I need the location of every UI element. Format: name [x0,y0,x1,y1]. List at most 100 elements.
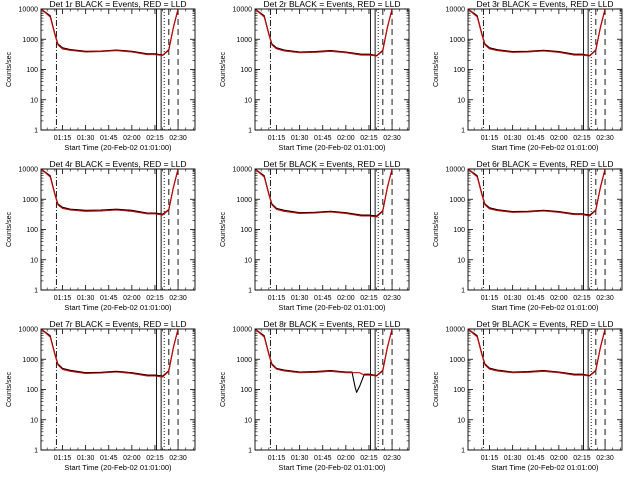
x-tick-label: 02:00 [123,455,141,462]
x-tick-label: 02:15 [573,135,591,142]
series-line-lld [468,329,609,377]
y-tick-label: 1 [248,288,252,295]
y-tick-label: 1 [34,448,38,455]
x-axis-label: Start Time (20-Feb-02 01:01:00) [278,303,386,312]
panel-9: Det 9r BLACK = Events, RED = LLD Counts/s… [433,319,623,472]
plot-area [255,329,396,450]
x-axis-label: Start Time (20-Feb-02 01:01:00) [64,143,172,152]
y-tick-label: 100 [240,387,252,394]
y-tick-label: 10000 [19,327,39,334]
x-tick-label: 01:45 [100,455,118,462]
x-tick-label: 01:45 [527,455,545,462]
x-tick-label: 01:45 [314,135,332,142]
x-axis-label: Start Time (20-Feb-02 01:01:00) [491,303,599,312]
plot-frame [254,8,410,131]
x-tick-label: 01:45 [100,135,118,142]
y-axis-label: Counts/sec [220,51,227,87]
x-tick-label: 01:15 [481,455,499,462]
x-axis-label: Start Time (20-Feb-02 01:01:00) [64,303,172,312]
x-tick-label: 01:30 [77,135,95,142]
y-tick-label: 10 [30,257,38,264]
x-tick-label: 02:15 [146,295,164,302]
plot-frame [40,8,196,131]
x-tick-label: 02:00 [337,295,355,302]
x-tick-label: 01:45 [314,295,332,302]
x-tick-label: 01:30 [77,455,95,462]
y-tick-label: 10 [457,97,465,104]
y-tick-label: 100 [26,227,38,234]
y-tick-label: 100 [453,387,465,394]
y-tick-label: 10000 [446,167,466,174]
y-tick-label: 1 [248,448,252,455]
y-tick-label: 1000 [449,37,465,44]
plot-frame [467,328,623,451]
x-tick-label: 01:15 [54,295,72,302]
x-axis-label: Start Time (20-Feb-02 01:01:00) [491,143,599,152]
x-tick-label: 01:45 [100,295,118,302]
plot-area [468,329,609,450]
x-tick-label: 02:00 [123,135,141,142]
y-axis-label: Counts/sec [6,371,13,407]
plot-area [255,169,396,290]
x-tick-label: 01:30 [504,295,522,302]
y-tick-label: 1000 [22,37,38,44]
plot-area [468,169,609,290]
x-tick-label: 01:30 [504,135,522,142]
y-tick-label: 10000 [446,7,466,14]
x-tick-label: 01:45 [527,135,545,142]
y-axis-label: Counts/sec [433,211,440,247]
y-tick-label: 1000 [236,197,252,204]
y-tick-label: 10 [244,417,252,424]
x-tick-label: 01:15 [268,135,286,142]
x-tick-label: 02:15 [360,295,378,302]
panel-title: Det 8r BLACK = Events, RED = LLD [263,319,400,329]
x-tick-label: 01:30 [291,295,309,302]
panel-title: Det 7r BLACK = Events, RED = LLD [49,319,186,329]
x-tick-label: 01:15 [268,295,286,302]
y-tick-label: 1000 [22,357,38,364]
x-tick-label: 01:15 [481,295,499,302]
panel-1: Det 1r BLACK = Events, RED = LLD Counts/s… [6,0,196,152]
y-axis-label: Counts/sec [433,371,440,407]
panel-title: Det 2r BLACK = Events, RED = LLD [263,0,400,9]
y-tick-label: 1 [248,128,252,135]
y-tick-label: 10 [457,257,465,264]
x-tick-label: 01:30 [291,455,309,462]
panel-4: Det 4r BLACK = Events, RED = LLD Counts/s… [6,159,196,312]
y-tick-label: 1 [34,128,38,135]
panel-title: Det 6r BLACK = Events, RED = LLD [476,159,613,169]
plot-area [468,9,609,130]
x-axis-label: Start Time (20-Feb-02 01:01:00) [64,463,172,472]
y-axis-label: Counts/sec [6,211,13,247]
series-line-lld [41,329,182,378]
x-axis-label: Start Time (20-Feb-02 01:01:00) [278,463,386,472]
x-tick-label: 02:00 [337,135,355,142]
plot-area [41,9,182,130]
panel-title: Det 4r BLACK = Events, RED = LLD [49,159,186,169]
panel-8: Det 8r BLACK = Events, RED = LLD Counts/s… [220,319,410,472]
y-tick-label: 10000 [233,167,253,174]
y-tick-label: 100 [453,227,465,234]
panel-title: Det 9r BLACK = Events, RED = LLD [476,319,613,329]
x-tick-label: 02:15 [360,135,378,142]
series-line-lld [468,169,609,217]
y-tick-label: 100 [240,67,252,74]
plot-area [255,9,396,130]
plot-frame [40,168,196,291]
y-tick-label: 100 [26,387,38,394]
y-axis-label: Counts/sec [220,371,227,407]
y-tick-label: 10 [244,97,252,104]
x-tick-label: 02:30 [169,295,187,302]
x-tick-label: 02:00 [550,135,568,142]
y-tick-label: 10000 [19,7,39,14]
x-tick-label: 02:30 [169,135,187,142]
x-tick-label: 01:15 [481,135,499,142]
y-tick-label: 10 [244,257,252,264]
series-line-lld [41,169,182,216]
plot-frame [467,168,623,291]
y-tick-label: 10 [457,417,465,424]
panel-3: Det 3r BLACK = Events, RED = LLD Counts/s… [433,0,623,152]
series-line-lld [255,169,396,218]
y-axis-label: Counts/sec [220,211,227,247]
y-tick-label: 10 [30,97,38,104]
